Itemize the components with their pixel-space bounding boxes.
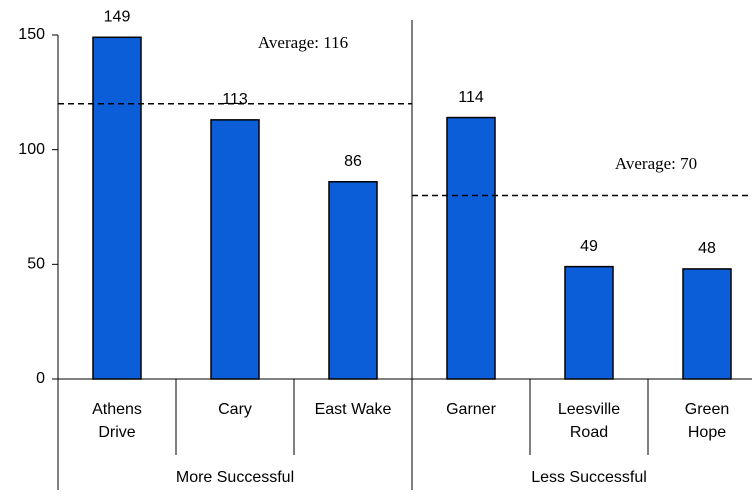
value-label: 149 xyxy=(104,9,131,26)
value-label: 114 xyxy=(458,89,484,106)
average-annotation: Average: 70 xyxy=(615,154,697,173)
group-label: More Successful xyxy=(176,469,294,486)
y-tick-label: 100 xyxy=(18,141,45,158)
value-label: 113 xyxy=(222,91,248,108)
value-label: 49 xyxy=(580,238,598,255)
value-label: 86 xyxy=(344,153,362,170)
average-annotation: Average: 116 xyxy=(258,33,348,52)
y-tick-label: 50 xyxy=(27,256,45,273)
x-tick-label: Garner xyxy=(446,401,496,418)
bar xyxy=(564,265,614,380)
x-tick-label: Cary xyxy=(218,401,252,418)
y-tick-label: 150 xyxy=(18,26,45,43)
x-tick-label: East Wake xyxy=(314,401,392,418)
x-tick-label: Athens Drive xyxy=(92,401,142,441)
y-tick-label: 0 xyxy=(36,370,45,387)
bar xyxy=(210,119,260,380)
value-label: 48 xyxy=(698,240,716,257)
group-label: Less Successful xyxy=(531,469,647,486)
bar xyxy=(328,181,378,380)
bar xyxy=(92,36,142,380)
x-tick-label: Green Hope xyxy=(684,401,730,441)
bar xyxy=(446,116,496,380)
bar xyxy=(682,268,732,380)
x-tick-label: Leesville Road xyxy=(557,401,621,441)
